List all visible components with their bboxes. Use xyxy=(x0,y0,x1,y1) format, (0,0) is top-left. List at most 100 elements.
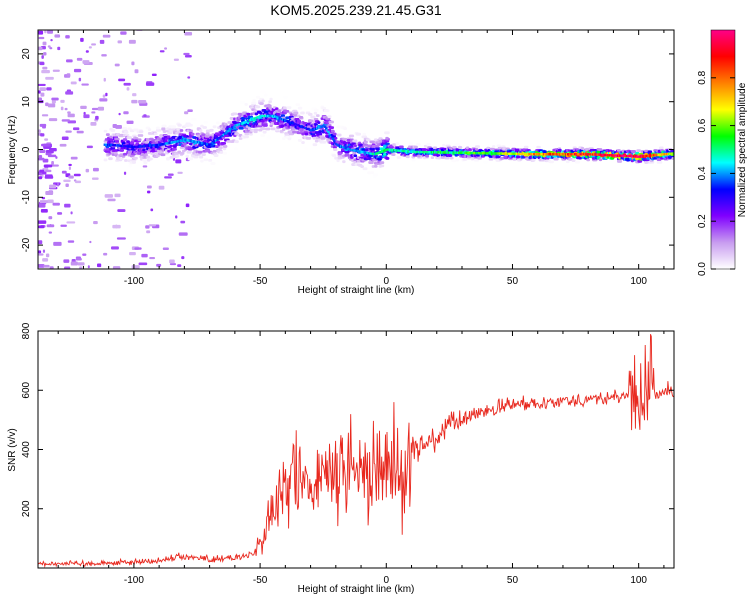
spectrogram-cell xyxy=(142,158,147,162)
spectrogram-cell xyxy=(252,98,256,102)
spectrogram-cell xyxy=(187,157,194,161)
spectrogram-noise-cell xyxy=(145,82,155,86)
spectrogram-noise-cell xyxy=(115,124,122,129)
spectrogram-cell xyxy=(336,159,340,163)
spectrogram-noise-cell xyxy=(178,232,188,236)
spectrogram-cell xyxy=(283,95,288,99)
spectrogram-noise-cell xyxy=(38,176,43,180)
spectrogram-noise-cell xyxy=(131,99,138,104)
spectrogram-cell xyxy=(379,164,385,168)
spectrogram-noise-cell xyxy=(68,166,71,170)
spectrogram-noise-cell xyxy=(67,111,71,114)
spectrogram-cell xyxy=(321,140,327,144)
spectrogram-noise-cell xyxy=(83,114,90,119)
spectrogram-cell xyxy=(188,129,193,133)
spectrogram-cell xyxy=(147,128,152,132)
spectrogram-noise-cell xyxy=(99,39,105,44)
spectrogram-noise-cell xyxy=(93,221,98,225)
spectrogram-noise-cell xyxy=(150,208,154,212)
spectrogram-cell xyxy=(260,119,265,123)
spectrogram-noise-cell xyxy=(134,69,139,74)
spectrogram-cell xyxy=(656,158,662,162)
spectrogram-cell xyxy=(187,123,193,127)
spectrogram-cell xyxy=(216,121,220,125)
spectrogram-cell xyxy=(253,109,258,113)
spectrogram-noise-cell xyxy=(73,68,82,73)
spectrogram-cell xyxy=(153,132,158,136)
spectrogram-noise-cell xyxy=(63,259,70,263)
spectrogram-cell xyxy=(586,158,591,162)
snr-ticks: -100 -50 0 50 100 200 400 600 800 xyxy=(21,322,674,586)
spectrogram-cell xyxy=(119,149,124,152)
spectrogram-noise-cell xyxy=(47,45,51,48)
spectrogram-cell xyxy=(263,93,268,97)
spectrogram-noise-cell xyxy=(89,240,92,244)
spectrogram-cell xyxy=(473,158,480,162)
spectrogram-x-label: Height of straight line (km) xyxy=(298,285,415,296)
spectrogram-cell xyxy=(146,155,151,159)
spectrogram-cell xyxy=(110,129,116,132)
spectrogram-cell xyxy=(203,139,208,143)
spectrogram-cell xyxy=(313,108,319,112)
spectrogram-cell xyxy=(463,157,468,161)
spectrogram-noise-cell xyxy=(42,249,46,253)
spectrogram-cell xyxy=(392,143,397,146)
spectrogram-cell xyxy=(279,129,284,133)
spectrogram-noise-cell xyxy=(40,92,45,97)
spectrogram-cell xyxy=(298,116,304,119)
spectrogram-cell xyxy=(135,142,140,146)
spectrogram-noise-cell xyxy=(101,54,107,57)
spectrogram-cell xyxy=(405,155,410,159)
spectrogram-cell xyxy=(167,135,171,139)
spectrogram-cell xyxy=(128,164,133,168)
spectrogram-noise-cell xyxy=(70,81,77,85)
spectrogram-cell xyxy=(647,150,653,154)
spectrogram-ridge-cell xyxy=(323,125,327,128)
spectrogram-cell xyxy=(218,146,223,150)
spectrogram-noise-cell xyxy=(38,253,44,256)
spectrogram-noise-cell xyxy=(49,47,53,50)
spectrogram-noise-cell xyxy=(177,264,182,267)
spectrogram-noise-cell xyxy=(65,35,70,39)
spectrogram-noise-cell xyxy=(79,266,83,269)
spectrogram-cell xyxy=(201,133,206,137)
spectrogram-cell xyxy=(626,158,631,162)
spectrogram-cell xyxy=(384,131,390,135)
spectrogram-cell xyxy=(385,142,390,146)
spectrogram-cell xyxy=(450,156,454,160)
spectrogram-cell xyxy=(155,154,160,158)
spectrogram-noise-cell xyxy=(60,224,67,227)
spectrogram-cell xyxy=(352,151,357,155)
spectrogram-noise-cell xyxy=(50,38,53,42)
spectrogram-cell xyxy=(313,111,318,115)
spectrogram-noise-cell xyxy=(39,149,46,154)
spectrogram-noise-cell xyxy=(80,105,87,110)
spectrogram-noise-cell xyxy=(54,34,61,38)
spectrogram-cell xyxy=(218,148,222,152)
spectrogram-cell xyxy=(637,159,643,163)
spectrogram-noise-cell xyxy=(49,266,54,269)
spectrogram-noise-cell xyxy=(47,30,53,34)
spectrogram-cell xyxy=(305,136,312,140)
spectrogram-cell xyxy=(202,126,207,129)
spectrogram-noise-cell xyxy=(74,180,81,184)
spectrogram-cell xyxy=(318,130,323,133)
spectrogram-cell xyxy=(477,156,482,160)
spectrogram-noise-cell xyxy=(91,177,99,180)
spectrogram-cell xyxy=(281,128,286,131)
spectrogram-noise-cell xyxy=(67,240,75,243)
spectrogram-cell xyxy=(267,135,272,139)
spectrogram-cell xyxy=(283,106,288,110)
spectrogram-noise-cell xyxy=(52,69,60,72)
spectrogram-cell xyxy=(119,157,124,161)
spectrogram-cell xyxy=(137,138,142,142)
spectrogram-cell xyxy=(142,148,146,152)
spectrogram-noise-cell xyxy=(85,50,89,53)
spectrogram-cell xyxy=(122,138,128,141)
spectrogram-cell xyxy=(241,116,246,120)
spectrogram-noise-cell xyxy=(116,237,126,240)
spectrogram-cell xyxy=(353,154,358,158)
spectrogram-cell xyxy=(317,132,323,136)
